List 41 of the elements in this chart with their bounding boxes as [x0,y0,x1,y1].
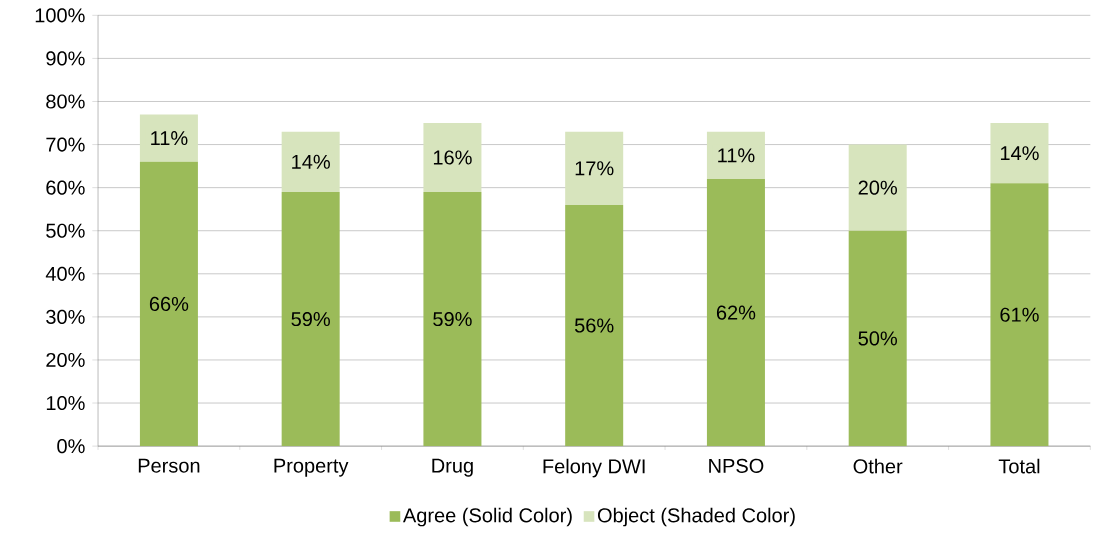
y-tick-label: 20% [46,352,85,367]
y-tick-label: 0% [57,438,85,454]
y-tick-label: 70% [46,137,85,152]
y-tick-label: 30% [46,309,85,324]
bar [423,191,482,447]
x-tick-label: NPSO [709,458,764,473]
data-label: 59% [291,311,330,327]
y-tick-label: 10% [46,395,85,411]
data-label: 61% [1000,307,1039,322]
y-tick-label: 90% [46,51,85,66]
legend-label: Object (Shaded Color) [597,507,795,527]
y-tick-label: 50% [46,223,85,238]
x-tick-label: Property [274,458,349,477]
bar [706,178,765,447]
data-label: 11% [718,148,755,163]
x-tick-label: Person [138,458,200,473]
data-label: 14% [292,154,330,169]
y-tick-label: 60% [46,180,85,195]
x-tick-label: Total [998,458,1040,474]
bar [848,230,907,447]
data-label: 20% [858,180,897,195]
y-tick-label: 100% [35,8,85,23]
data-label: 62% [716,305,756,320]
data-label: 66% [149,296,189,311]
x-tick-label: Other [853,458,903,474]
data-label: 59% [433,311,472,327]
data-label: 50% [858,331,897,346]
x-tick-label: Drug [432,458,473,477]
legend-label: Agree (Solid Color) [402,507,572,527]
bar [990,183,1049,447]
y-tick-label: 40% [45,266,85,281]
data-label: 16% [433,150,472,165]
bar [281,191,340,447]
data-label: 14% [1000,146,1039,161]
data-label: 56% [574,318,614,333]
y-tick-label: 80% [46,94,85,109]
x-tick-label: Felony DWI [543,458,645,478]
data-label: 17% [575,161,614,176]
bar [139,161,198,447]
data-label: 11% [151,131,188,146]
bar [565,204,624,447]
